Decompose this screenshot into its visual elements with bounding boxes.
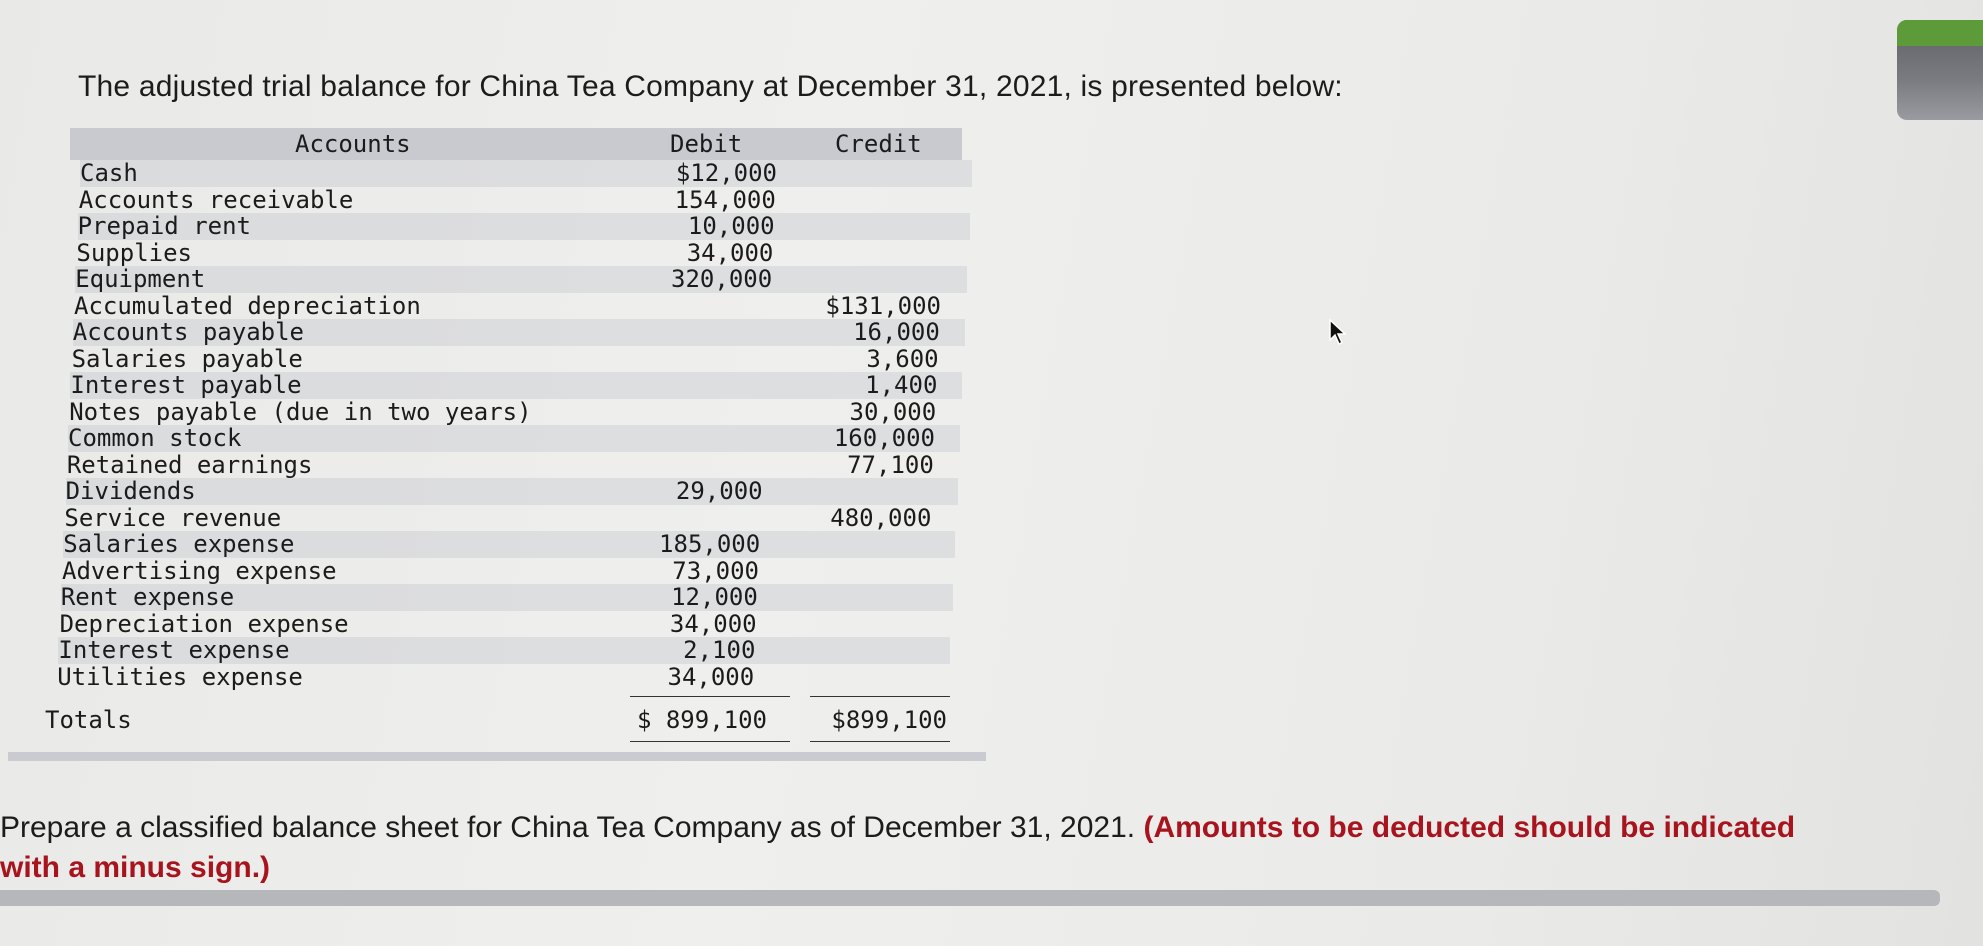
table-row: Accumulated depreciation $131,000: [74, 291, 966, 320]
table-row: Dividends 29,000: [65, 477, 958, 505]
row-account: Equipment: [75, 265, 206, 293]
row-debit: $12,000: [675, 159, 777, 187]
row-credit: 3,600: [866, 344, 939, 373]
row-account: Accounts receivable: [78, 185, 354, 214]
credit-total-rule: [810, 696, 950, 697]
table-header: Accounts Debit Credit: [70, 128, 962, 160]
table-body: Cash $12,000 Accounts receivable 154,000 Pre…: [57, 160, 972, 690]
row-account: Salaries expense: [63, 530, 295, 558]
table-row: Equipment 320,000: [75, 265, 968, 293]
table-row: Supplies 34,000: [76, 238, 968, 267]
instruction-emphasis-continued: with a minus sign.): [0, 851, 271, 884]
table-row: Utilities expense 34,000: [57, 662, 949, 691]
table-row: Cash $12,000: [80, 160, 972, 187]
row-account: Prepaid rent: [77, 212, 251, 240]
mouse-pointer-icon: [1328, 318, 1350, 351]
table-row: Notes payable (due in two years) 30,000: [69, 397, 961, 426]
row-account: Interest expense: [58, 636, 290, 664]
row-account: Utilities expense: [57, 662, 303, 691]
row-debit: 185,000: [659, 530, 761, 558]
row-credit: 16,000: [853, 318, 940, 346]
table-row: Advertising expense 73,000: [62, 556, 954, 585]
row-credit: 30,000: [849, 397, 937, 426]
row-account: Cash: [80, 159, 138, 187]
row-account: Advertising expense: [62, 556, 337, 585]
row-account: Rent expense: [60, 583, 235, 611]
table-row: Retained earnings 77,100: [66, 450, 959, 479]
row-account: Supplies: [76, 238, 192, 267]
row-debit: 73,000: [672, 556, 759, 585]
header-accounts: Accounts: [295, 130, 411, 158]
row-account: Interest payable: [70, 371, 302, 399]
row-debit: 29,000: [675, 477, 763, 505]
table-row: Salaries expense 185,000: [63, 530, 956, 558]
row-debit: 34,000: [669, 609, 757, 638]
row-account: Accounts payable: [72, 318, 304, 346]
row-account: Retained earnings: [66, 450, 313, 479]
row-debit: 34,000: [667, 662, 755, 691]
row-account: Depreciation expense: [59, 609, 349, 638]
side-widget[interactable]: [1897, 20, 1983, 120]
row-debit: 154,000: [674, 185, 776, 214]
row-debit: 34,000: [686, 238, 774, 267]
credit-double-rule: [810, 741, 950, 742]
table-bottom-divider: [8, 752, 986, 761]
row-debit: 320,000: [671, 265, 773, 293]
header-debit: Debit: [670, 130, 743, 158]
table-row: Accounts payable 16,000: [72, 318, 965, 346]
row-account: Salaries payable: [71, 344, 303, 373]
totals-label: Totals: [45, 706, 132, 734]
row-credit: $131,000: [825, 291, 941, 320]
side-widget-indicator: [1897, 20, 1983, 46]
instruction-text: Prepare a classified balance sheet for C…: [0, 808, 1983, 888]
table-row: Depreciation expense 34,000: [59, 609, 952, 638]
row-account: Notes payable (due in two years): [69, 397, 532, 426]
table-row: Interest expense 2,100: [58, 636, 951, 664]
row-account: Accumulated depreciation: [74, 291, 421, 320]
instruction-emphasis: (Amounts to be deducted should be indica…: [1143, 811, 1796, 844]
totals-debit: $ 899,100: [636, 706, 767, 734]
row-credit: 480,000: [830, 503, 932, 532]
totals-credit: $899,100: [831, 706, 947, 734]
problem-intro: The adjusted trial balance for China Tea…: [78, 70, 1343, 103]
row-account: Common stock: [68, 424, 242, 452]
row-debit: 2,100: [683, 636, 756, 664]
header-credit: Credit: [835, 130, 922, 158]
trial-balance-table: Accounts Debit Credit Cash $12,000 Account…: [45, 128, 972, 746]
table-row: Service revenue 480,000: [64, 503, 956, 532]
horizontal-scrollbar[interactable]: [0, 890, 1940, 906]
row-credit: 77,100: [847, 450, 934, 479]
totals-row: Totals $ 899,100 $899,100: [45, 696, 962, 746]
table-row: Rent expense 12,000: [60, 583, 953, 611]
table-row: Interest payable 1,400: [70, 371, 963, 399]
row-account: Service revenue: [64, 503, 282, 532]
row-credit: 160,000: [833, 424, 935, 452]
instruction-main: Prepare a classified balance sheet for C…: [0, 811, 1144, 844]
debit-total-rule: [630, 696, 790, 697]
table-row: Salaries payable 3,600: [71, 344, 964, 373]
table-row: Accounts receivable 154,000: [78, 185, 971, 214]
debit-double-rule: [630, 741, 790, 742]
table-row: Prepaid rent 10,000: [77, 212, 970, 240]
row-credit: 1,400: [865, 371, 938, 399]
table-row: Common stock 160,000: [68, 425, 960, 452]
row-debit: 10,000: [687, 212, 775, 240]
row-account: Dividends: [65, 477, 196, 505]
row-debit: 12,000: [671, 583, 758, 611]
bars-icon: [1947, 118, 1977, 120]
